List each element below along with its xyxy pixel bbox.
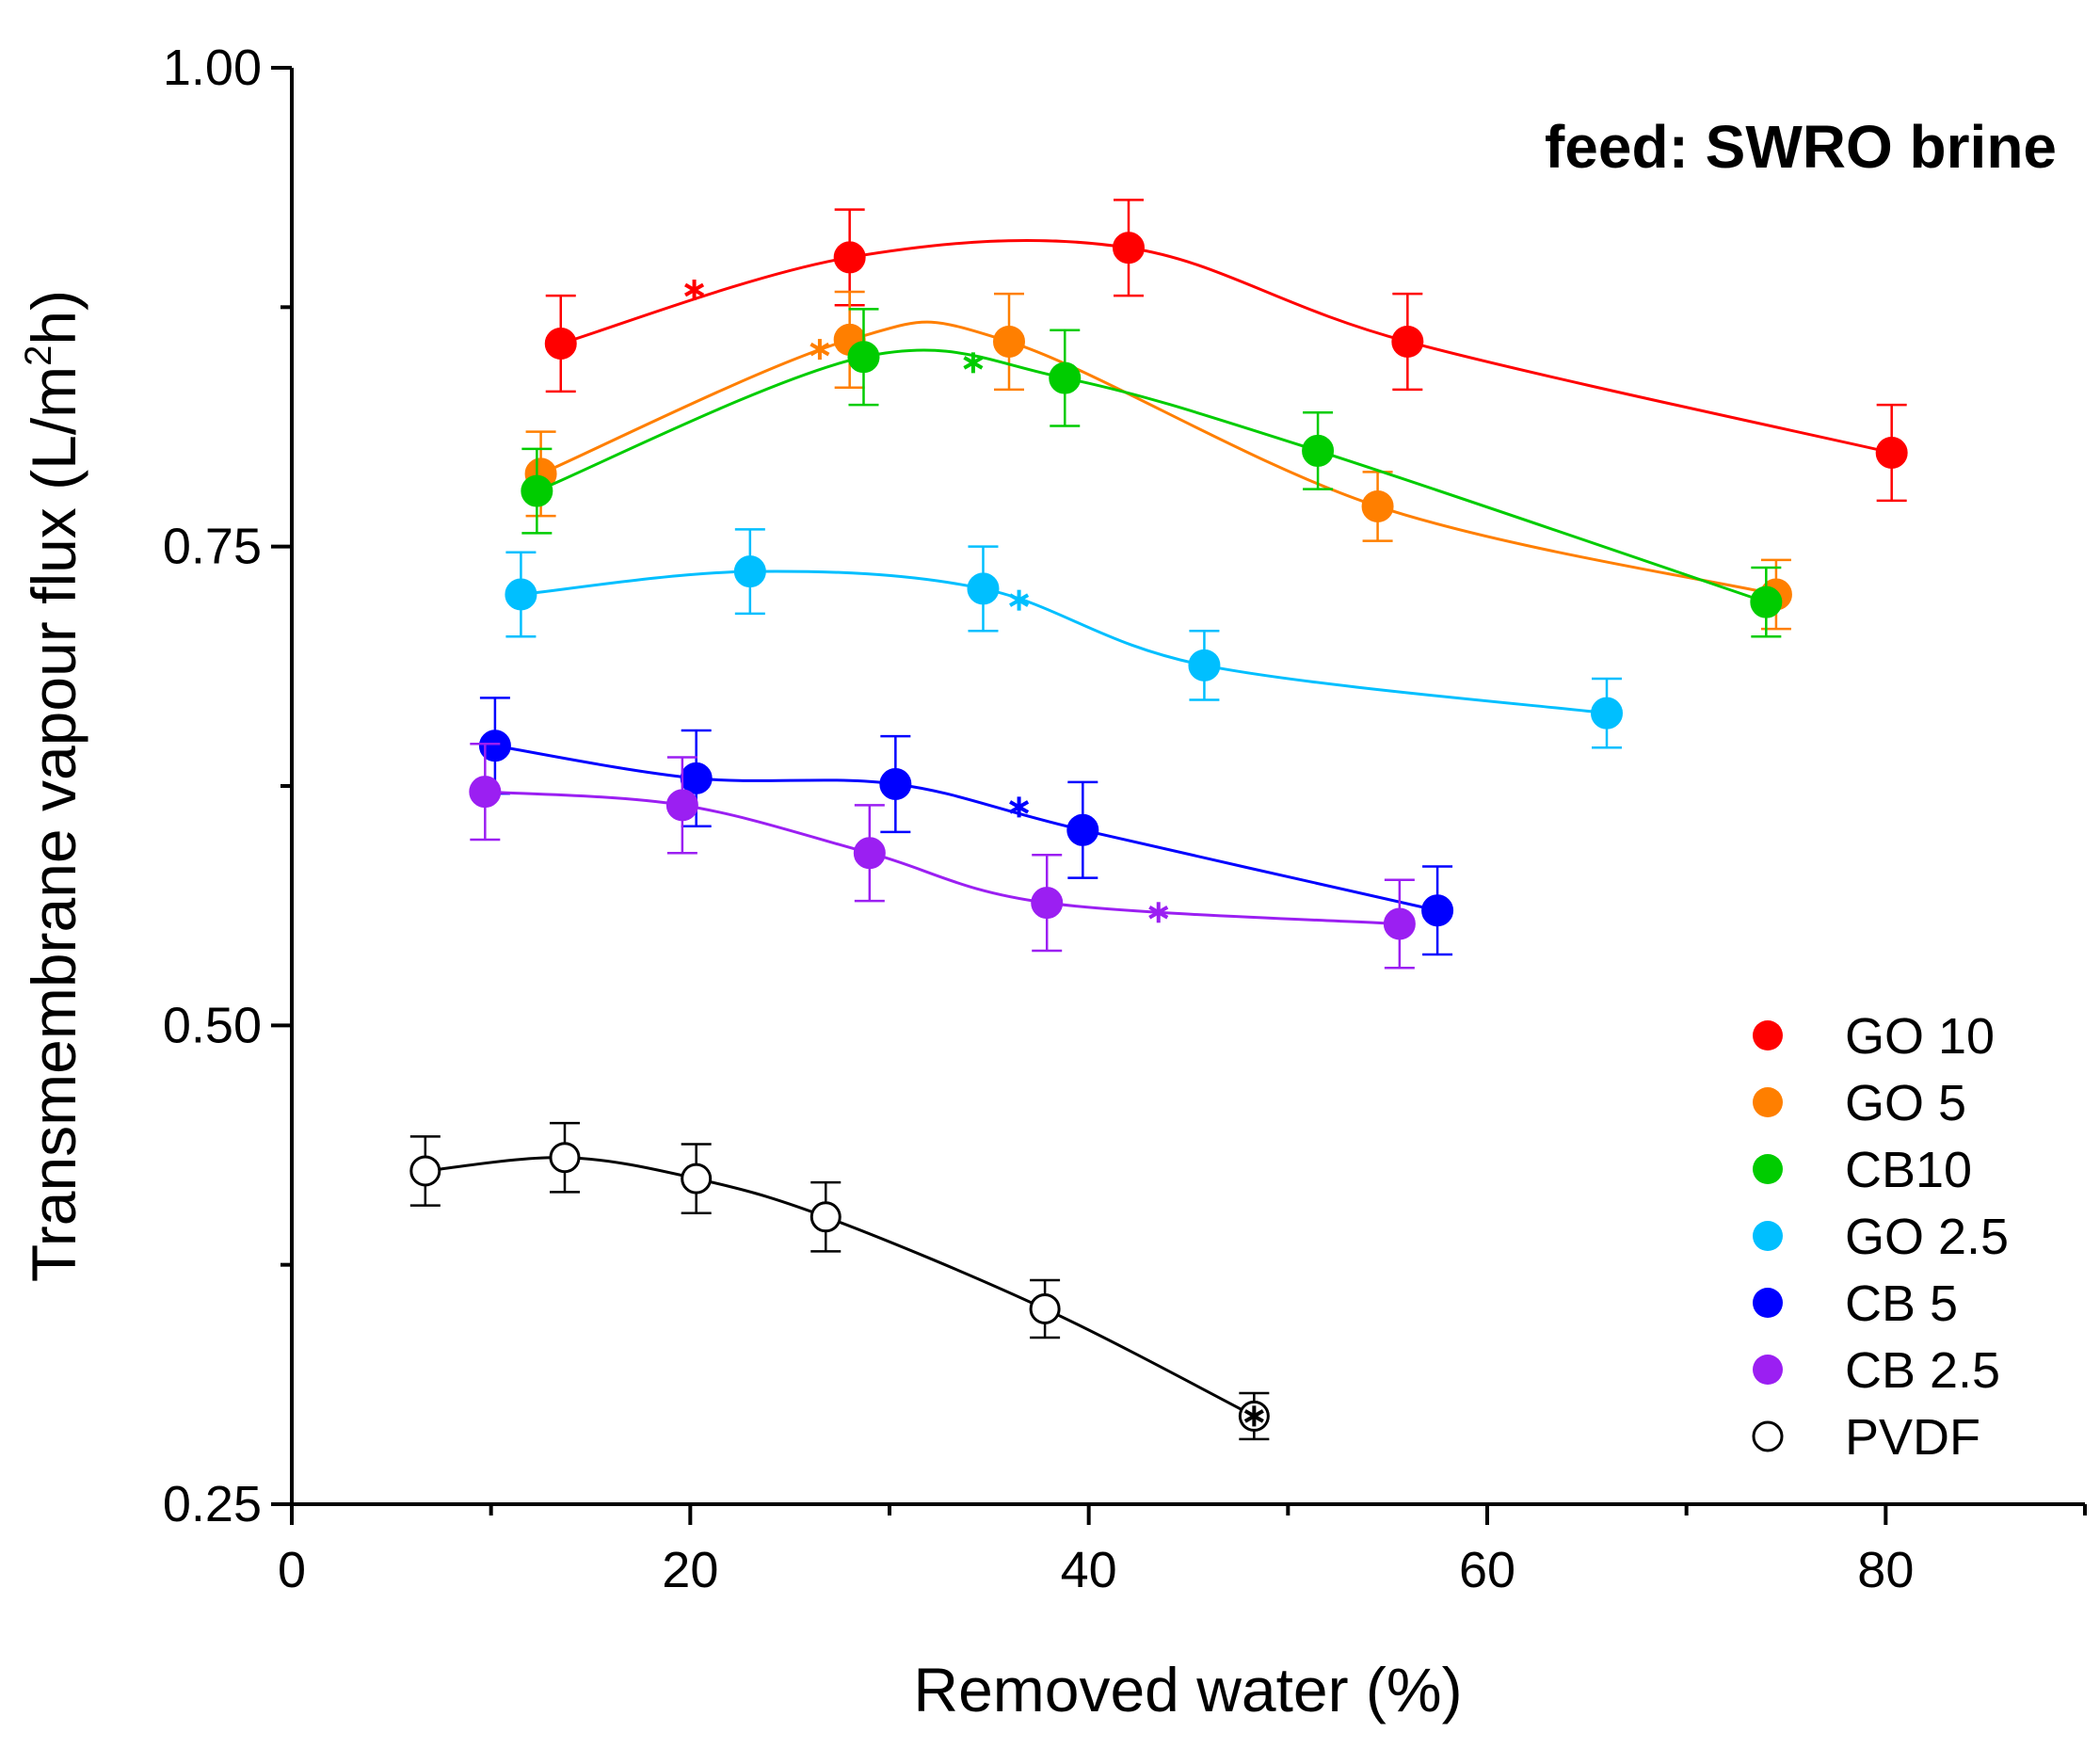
legend-label: GO 10 — [1845, 1008, 1995, 1065]
data-point — [1049, 361, 1082, 394]
series-layer — [409, 199, 1908, 1441]
series-go-2-5 — [505, 528, 1623, 749]
series-line-cb-2-5 — [485, 790, 1400, 925]
legend-marker — [1753, 1288, 1783, 1318]
series-go-10 — [544, 199, 1908, 503]
data-point — [833, 241, 866, 274]
legend-label: CB10 — [1845, 1142, 1972, 1198]
y-tick-labels: 0.25 0.50 0.75 1.00 — [163, 40, 262, 1532]
data-point — [1591, 697, 1623, 730]
x-tick-label: 60 — [1459, 1542, 1515, 1598]
legend-marker — [1752, 1420, 1784, 1452]
star-marker-go-5 — [810, 339, 830, 361]
series-line-go-5 — [539, 320, 1777, 596]
data-point — [1750, 585, 1783, 618]
legend-item: CB10 — [1753, 1142, 1972, 1198]
data-point — [967, 572, 1000, 605]
data-point — [1383, 907, 1416, 940]
star-marker-go-10 — [684, 280, 705, 301]
legend-marker — [1753, 1087, 1783, 1117]
series-pvdf — [409, 1121, 1270, 1441]
data-point — [1066, 813, 1099, 846]
legend-label: PVDF — [1845, 1409, 1980, 1466]
legend-item: CB 2.5 — [1753, 1342, 2000, 1399]
y-tick-label: 1.00 — [163, 40, 262, 96]
x-tick-label: 0 — [278, 1542, 306, 1598]
legend: GO 10 GO 5 CB10 GO 2.5 CB 5 CB 2.5 PVDF — [1752, 1008, 2009, 1466]
data-point — [1391, 325, 1424, 358]
data-point — [1421, 894, 1454, 927]
data-point — [665, 789, 698, 822]
y-tick-label: 0.75 — [163, 519, 262, 575]
data-point — [549, 1142, 581, 1174]
x-tick-label: 40 — [1061, 1542, 1117, 1598]
series-cb-2-5 — [469, 742, 1416, 970]
series-line-go-10 — [560, 238, 1893, 455]
data-point — [544, 327, 577, 360]
data-point — [1875, 436, 1908, 469]
legend-item: GO 2.5 — [1753, 1209, 2009, 1265]
data-point — [847, 341, 880, 374]
x-tick-labels: 0 20 40 60 80 — [278, 1542, 1914, 1598]
data-point — [1113, 232, 1145, 265]
y-axis-title-main: Transmembrane vapour flux (L/m — [19, 366, 88, 1282]
y-tick-label: 0.50 — [163, 997, 262, 1053]
y-axis-title: Transmembrane vapour flux (L/m2h) — [18, 290, 88, 1282]
legend-label: GO 5 — [1845, 1075, 1966, 1131]
y-axis-title-superscript: 2 — [18, 345, 59, 366]
data-point — [409, 1155, 441, 1187]
star-marker-cb-5 — [1009, 796, 1030, 818]
legend-marker — [1753, 1355, 1783, 1385]
feed-annotation: feed: SWRO brine — [1545, 113, 2057, 181]
data-point — [1302, 434, 1335, 467]
data-point — [681, 1163, 713, 1195]
star-marker-go-2-5 — [1009, 589, 1030, 611]
data-point — [469, 776, 502, 809]
series-cb10 — [521, 308, 1783, 638]
legend-label: CB 5 — [1845, 1275, 1958, 1332]
series-cb-5 — [478, 697, 1454, 956]
data-point — [810, 1201, 842, 1233]
ticks — [271, 66, 2087, 1525]
series-line-cb10 — [536, 348, 1767, 604]
axes — [290, 68, 2085, 1506]
star-marker-cb-2-5 — [1148, 902, 1169, 923]
x-axis-title: Removed water (%) — [913, 1655, 1462, 1724]
x-tick-label: 80 — [1857, 1542, 1914, 1598]
data-point — [879, 767, 912, 800]
data-point — [478, 730, 511, 762]
legend-marker — [1753, 1020, 1783, 1050]
legend-marker — [1753, 1154, 1783, 1184]
series-line-cb-5 — [494, 744, 1438, 912]
data-point — [1188, 649, 1221, 682]
legend-item: CB 5 — [1753, 1275, 1958, 1332]
y-axis-title-end: h) — [19, 290, 88, 345]
legend-item: GO 5 — [1753, 1075, 1966, 1131]
data-point — [733, 555, 766, 588]
y-tick-label: 0.25 — [163, 1476, 262, 1532]
star-marker-cb10 — [963, 352, 984, 374]
data-point — [1029, 1292, 1061, 1324]
data-point — [521, 474, 553, 507]
data-point — [1031, 887, 1064, 920]
legend-label: CB 2.5 — [1845, 1342, 2000, 1399]
data-point — [853, 837, 886, 870]
legend-label: GO 2.5 — [1845, 1209, 2009, 1265]
data-point — [505, 578, 537, 611]
series-go-5 — [524, 290, 1792, 631]
series-line-pvdf — [425, 1156, 1256, 1418]
legend-marker — [1753, 1221, 1783, 1251]
data-point — [1361, 489, 1394, 522]
legend-item: GO 10 — [1753, 1008, 1995, 1065]
series-line-go-2-5 — [521, 569, 1608, 715]
star-marker-pvdf — [1243, 1405, 1264, 1427]
legend-item: PVDF — [1752, 1409, 1980, 1466]
x-tick-label: 20 — [662, 1542, 718, 1598]
data-point — [680, 762, 713, 794]
data-point — [993, 325, 1025, 358]
